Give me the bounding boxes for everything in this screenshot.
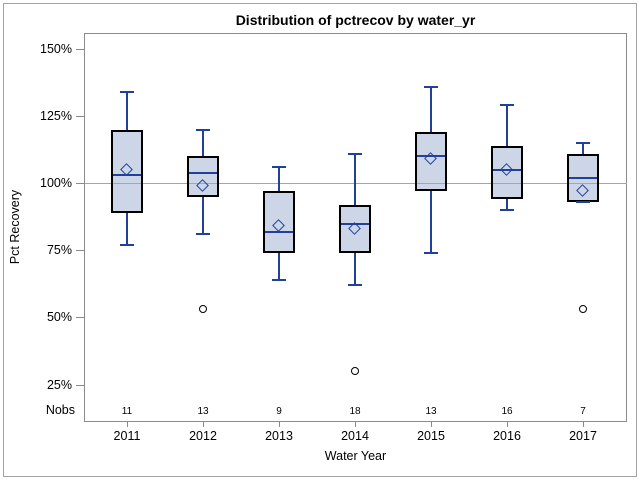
whisker-cap-top-2014 <box>348 152 362 155</box>
box-fill-2015 <box>415 132 447 192</box>
x-tick-label-2014: 2014 <box>341 429 369 443</box>
y-tick-mark <box>76 317 84 319</box>
box-2014 <box>339 204 371 254</box>
x-tick-mark <box>507 422 508 427</box>
x-tick-label-2011: 2011 <box>113 429 141 443</box>
median-line-2011 <box>113 174 141 177</box>
nobs-value-2016: 16 <box>501 406 513 417</box>
x-tick-mark <box>355 422 356 427</box>
whisker-upper-2016 <box>506 105 508 146</box>
whisker-lower-2012 <box>202 196 204 235</box>
box-fill-2013 <box>263 191 295 254</box>
whisker-cap-top-2011 <box>120 91 134 94</box>
reference-line-100pct <box>85 183 627 185</box>
y-tick-label: 100% <box>40 176 72 191</box>
whisker-upper-2014 <box>354 153 356 205</box>
y-axis-label: Pct Recovery <box>8 189 22 265</box>
whisker-cap-bottom-2011 <box>120 244 134 246</box>
whisker-lower-2016 <box>506 199 508 211</box>
x-tick-label-2017: 2017 <box>569 429 597 443</box>
y-tick-mark <box>76 384 84 386</box>
box-2012 <box>187 156 219 197</box>
y-tick-label: 50% <box>46 310 72 325</box>
box-fill-2014 <box>339 204 371 254</box>
median-line-2015 <box>417 155 445 158</box>
y-tick-label: 150% <box>40 42 72 57</box>
outlier-2017 <box>579 305 587 314</box>
whisker-cap-bottom-2013 <box>272 278 286 281</box>
whisker-cap-bottom-2014 <box>348 284 362 287</box>
box-fill-2011 <box>111 129 143 213</box>
y-tick-mark <box>76 49 84 51</box>
whisker-cap-bottom-2012 <box>196 233 210 236</box>
x-tick-label-2013: 2013 <box>265 429 293 443</box>
x-tick-mark <box>203 422 204 427</box>
x-tick-mark <box>431 422 432 427</box>
y-tick-label: 75% <box>46 243 72 258</box>
whisker-cap-top-2015 <box>424 85 438 88</box>
nobs-value-2017: 7 <box>580 406 586 417</box>
y-tick-mark <box>76 116 84 118</box>
whisker-cap-top-2013 <box>272 166 286 169</box>
whisker-cap-top-2017 <box>576 142 590 145</box>
x-tick-mark <box>583 422 584 427</box>
x-tick-label-2015: 2015 <box>417 429 445 443</box>
whisker-upper-2011 <box>126 92 128 130</box>
whisker-upper-2017 <box>582 143 584 154</box>
median-line-2017 <box>569 176 597 179</box>
whisker-upper-2015 <box>430 86 432 133</box>
chart-title: Distribution of pctrecov by water_yr <box>235 12 476 28</box>
whisker-cap-bottom-2017 <box>576 201 590 204</box>
nobs-row-label: Nobs <box>45 403 75 417</box>
x-tick-mark <box>127 422 128 427</box>
x-axis-label: Water Year <box>324 449 387 463</box>
nobs-value-2015: 13 <box>425 406 437 417</box>
whisker-upper-2012 <box>202 129 204 157</box>
box-fill-2016 <box>491 145 523 200</box>
median-line-2014 <box>341 222 369 225</box>
whisker-lower-2015 <box>430 191 432 254</box>
figure-border <box>3 3 637 477</box>
x-tick-label-2012: 2012 <box>189 429 217 443</box>
whisker-cap-top-2012 <box>196 128 210 131</box>
whisker-cap-top-2016 <box>500 104 514 107</box>
whisker-cap-bottom-2015 <box>424 252 438 255</box>
nobs-value-2012: 13 <box>197 406 209 417</box>
y-tick-label: 25% <box>46 377 72 392</box>
outlier-2012 <box>199 305 207 314</box>
x-tick-label-2016: 2016 <box>493 429 521 443</box>
box-fill-2012 <box>187 156 219 197</box>
box-2013 <box>263 191 295 254</box>
nobs-value-2014: 18 <box>349 406 361 417</box>
plot-area <box>84 33 627 422</box>
y-tick-mark <box>76 250 84 252</box>
median-line-2012 <box>189 171 217 174</box>
nobs-value-2011: 11 <box>121 406 133 417</box>
x-tick-mark <box>279 422 280 427</box>
outlier-2014 <box>351 367 359 376</box>
median-line-2013 <box>265 230 293 233</box>
box-2017 <box>567 153 599 203</box>
box-2016 <box>491 145 523 200</box>
y-tick-mark <box>76 183 84 185</box>
whisker-lower-2014 <box>354 253 356 286</box>
whisker-cap-bottom-2016 <box>500 209 514 212</box>
whisker-lower-2013 <box>278 253 280 280</box>
nobs-value-2013: 9 <box>276 406 282 417</box>
whisker-lower-2011 <box>126 212 128 245</box>
box-2011 <box>111 129 143 213</box>
median-line-2016 <box>493 168 521 171</box>
y-tick-label: 125% <box>40 109 72 124</box>
box-2015 <box>415 132 447 192</box>
whisker-upper-2013 <box>278 167 280 192</box>
